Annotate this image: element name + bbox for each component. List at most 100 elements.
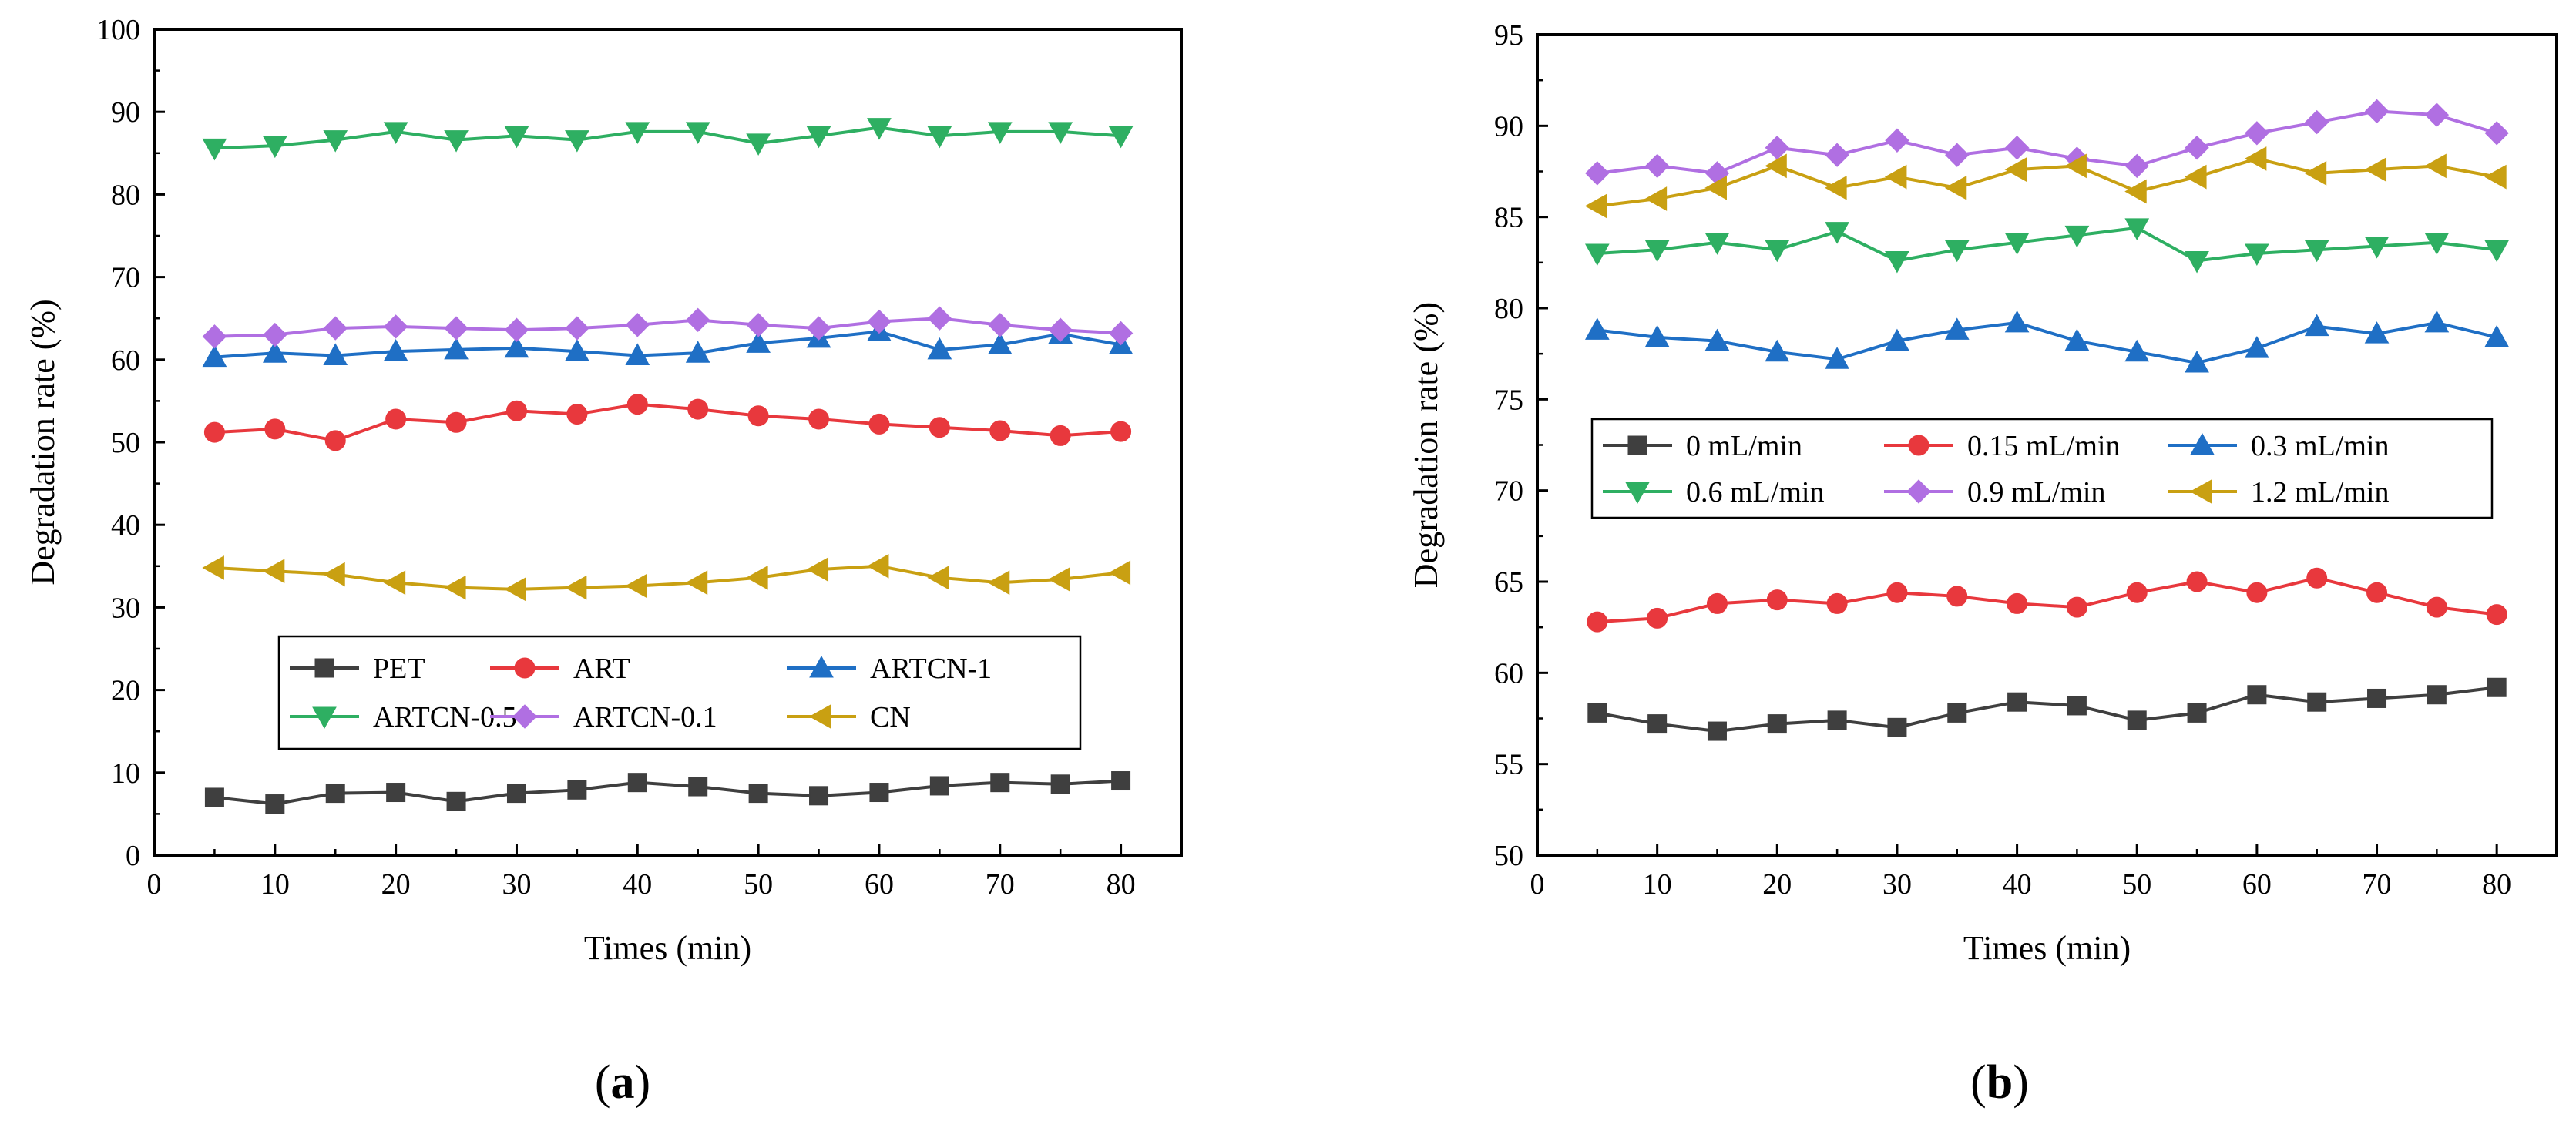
data-point: [1825, 347, 1849, 369]
x-tick-label: 30: [1882, 868, 1912, 901]
series-line: [1597, 686, 2497, 733]
legend-label: ARTCN-0.1: [573, 701, 717, 733]
data-point: [685, 307, 710, 333]
data-point: [504, 317, 529, 342]
legend-box: [1590, 418, 2494, 519]
data-point: [506, 784, 526, 804]
data-point: [627, 773, 647, 793]
y-tick-label: 60: [111, 344, 140, 377]
data-point: [504, 126, 529, 149]
data-point: [383, 314, 408, 339]
data-point: [2245, 121, 2269, 146]
data-point: [1048, 122, 1073, 144]
data-point: [202, 138, 227, 161]
data-point: [685, 570, 708, 596]
x-axis-title: Times (min): [584, 929, 751, 967]
series-line: [214, 330, 1121, 359]
legend: 0 mL/min 0.15 mL/min 0.3 mL/min 0.6 mL/min 0…: [1590, 418, 2494, 519]
data-point: [806, 316, 831, 341]
data-point: [2424, 310, 2450, 333]
data-point: [566, 404, 588, 425]
x-tick-label: 80: [2482, 868, 2511, 901]
legend-marker: [2190, 432, 2215, 455]
data-point: [990, 773, 1010, 793]
data-point: [688, 777, 708, 797]
y-tick-label: 70: [111, 262, 140, 294]
data-point: [2484, 121, 2509, 146]
data-point: [2304, 109, 2329, 135]
data-point: [203, 421, 225, 443]
data-point: [2247, 685, 2267, 705]
data-point: [2124, 218, 2150, 240]
data-point: [685, 122, 710, 144]
data-point: [1584, 193, 1607, 219]
data-point: [2067, 696, 2087, 716]
x-tick-label: 10: [1643, 868, 1672, 901]
data-point: [1765, 153, 1787, 179]
y-tick-label: 65: [1494, 566, 1523, 599]
data-point: [2364, 321, 2390, 344]
data-point: [809, 786, 829, 806]
data-point: [323, 130, 348, 153]
data-point: [625, 343, 650, 365]
legend-label: CN: [870, 701, 911, 733]
data-point: [1110, 421, 1132, 442]
series-line: [214, 126, 1121, 150]
data-point: [323, 343, 348, 365]
panel-label: (b): [1970, 1056, 2029, 1109]
data-point: [626, 394, 648, 415]
data-point: [1704, 175, 1727, 200]
series-line: [1597, 321, 2497, 365]
legend-entry-0-6-ml-min: 0.6 mL/min: [1603, 476, 1824, 508]
data-point: [446, 791, 466, 811]
legend-entry-1-2-ml-min: 1.2 mL/min: [2168, 476, 2389, 508]
data-point: [746, 313, 771, 337]
legend-marker: [1906, 479, 1931, 504]
legend-label: 0.9 mL/min: [1967, 476, 2105, 508]
data-point: [383, 339, 408, 361]
data-point: [323, 316, 348, 341]
data-point: [2484, 324, 2510, 347]
data-point: [2367, 688, 2387, 708]
data-point: [2126, 582, 2148, 603]
data-point: [625, 122, 650, 144]
series-artcn-0-1: [202, 306, 1134, 349]
data-point: [1644, 324, 1670, 347]
data-point: [746, 133, 771, 156]
data-point: [383, 570, 406, 596]
legend-entry-artcn-1: ARTCN-1: [787, 653, 992, 685]
data-point: [685, 341, 710, 363]
legend-marker: [1625, 482, 1650, 505]
y-axis-title: Degradation rate (%): [24, 299, 62, 585]
x-tick-label: 30: [502, 868, 531, 901]
data-point: [867, 309, 892, 334]
legend-entry-0-ml-min: 0 mL/min: [1603, 430, 1802, 462]
data-point: [927, 126, 952, 149]
data-point: [202, 324, 227, 349]
y-tick-label: 50: [111, 427, 140, 459]
data-point: [2304, 161, 2327, 186]
data-point: [2007, 592, 2028, 614]
legend-marker: [809, 655, 834, 678]
legend-entry-cn: CN: [787, 701, 911, 733]
legend-marker: [808, 704, 831, 729]
data-point: [2124, 153, 2149, 179]
data-point: [325, 784, 345, 804]
x-axis-title: Times (min): [1963, 929, 2131, 967]
data-point: [987, 332, 1013, 355]
data-point: [2306, 567, 2328, 589]
x-tick-label: 0: [1530, 868, 1545, 901]
data-point: [2246, 582, 2268, 603]
legend-marker: [514, 657, 536, 679]
x-tick-label: 50: [2122, 868, 2151, 901]
data-point: [1644, 186, 1668, 211]
data-point: [2064, 225, 2090, 248]
data-point: [989, 420, 1011, 441]
legend-entry-art: ART: [490, 653, 630, 685]
data-point: [2245, 243, 2269, 267]
data-point: [262, 559, 285, 584]
data-point: [2185, 250, 2209, 274]
data-point: [2004, 157, 2027, 182]
data-point: [1111, 771, 1131, 791]
